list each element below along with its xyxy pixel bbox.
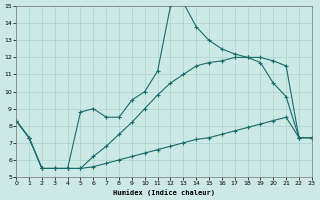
X-axis label: Humidex (Indice chaleur): Humidex (Indice chaleur) [113, 189, 215, 196]
